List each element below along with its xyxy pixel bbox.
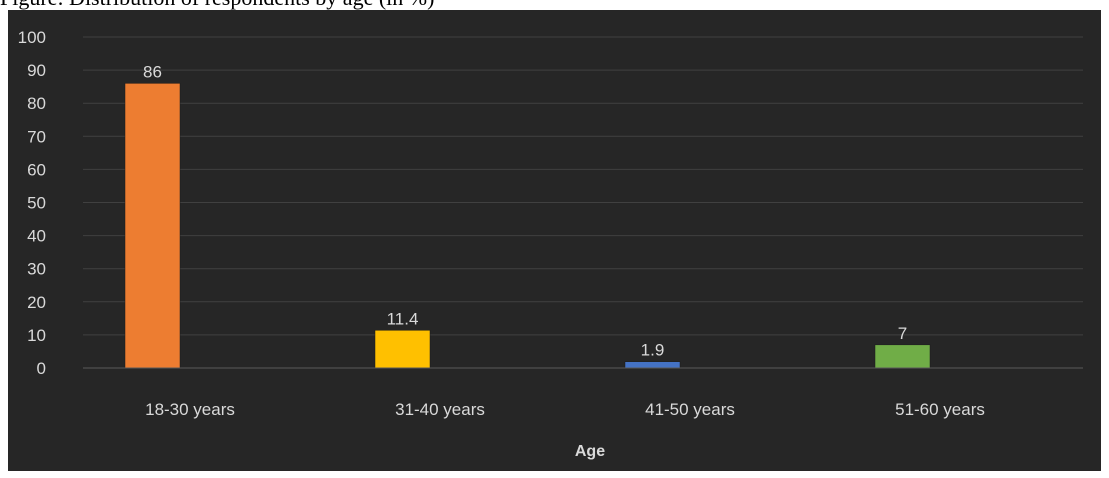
y-tick-label: 20 <box>27 293 46 312</box>
gridlines <box>83 36 1083 336</box>
bars <box>124 83 931 369</box>
y-tick-label: 60 <box>27 160 46 179</box>
y-tick-label: 30 <box>27 260 46 279</box>
chart-title: Figure: Distribution of respondents by a… <box>0 0 1109 10</box>
bar <box>374 330 431 369</box>
data-label: 1.9 <box>641 341 665 360</box>
x-tick-label: 18-30 years <box>145 400 235 419</box>
y-tick-label: 40 <box>27 227 46 246</box>
y-axis-ticks: 0 10 20 30 40 50 60 70 80 90 100 <box>18 28 46 378</box>
data-label: 7 <box>898 324 907 343</box>
data-label: 86 <box>143 62 162 81</box>
y-tick-label: 80 <box>27 94 46 113</box>
data-labels: 86 11.4 1.9 7 <box>143 62 907 359</box>
x-axis-label: Age <box>575 443 605 460</box>
y-tick-label: 50 <box>27 194 46 213</box>
bar <box>624 361 681 369</box>
bar-chart: 0 10 20 30 40 50 60 70 80 90 100 86 11.4 1.9 7 18-30 … <box>18 28 1083 460</box>
chart-area: 0 10 20 30 40 50 60 70 80 90 100 86 11.4 1.9 7 18-30 … <box>8 10 1101 471</box>
x-tick-label: 51-60 years <box>895 400 985 419</box>
x-tick-label: 31-40 years <box>395 400 485 419</box>
y-tick-label: 0 <box>37 359 46 378</box>
bar <box>874 344 931 369</box>
y-tick-label: 100 <box>18 28 46 47</box>
x-tick-label: 41-50 years <box>645 400 735 419</box>
y-tick-label: 70 <box>27 127 46 146</box>
data-label: 11.4 <box>387 309 419 328</box>
x-axis-ticks: 18-30 years 31-40 years 41-50 years 51-60 y… <box>145 400 985 419</box>
y-tick-label: 10 <box>27 326 46 345</box>
bar <box>124 83 181 369</box>
y-tick-label: 90 <box>27 61 46 80</box>
